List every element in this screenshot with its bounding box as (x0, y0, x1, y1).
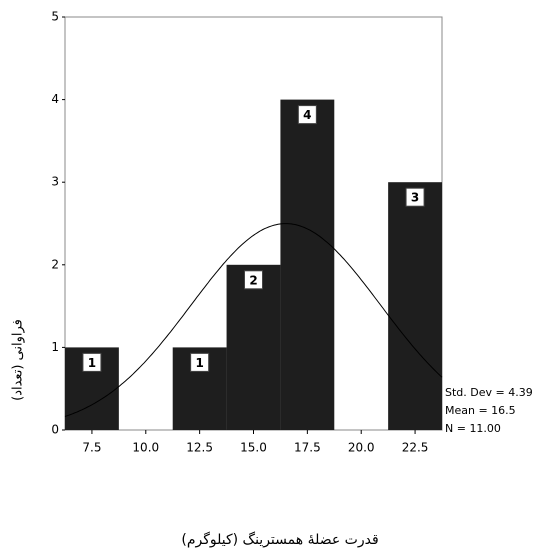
x-axis-title: قدرت عضلهٔ همسترینگ (کیلوگرم) (181, 531, 378, 548)
y-tick-label: 1 (51, 340, 59, 354)
value-label-box (82, 352, 102, 372)
y-tick-label: 3 (51, 175, 59, 189)
value-label-box (405, 187, 425, 207)
y-tick-label: 2 (51, 257, 59, 271)
stats-annotation: Std. Dev = 4.39 (445, 386, 533, 399)
x-tick-label: 7.5 (82, 441, 101, 455)
y-tick-label: 0 (51, 423, 59, 437)
value-label: 3 (411, 191, 419, 205)
y-axis-title: فراوانی (تعداد) (11, 319, 26, 401)
x-tick-label: 10.0 (132, 441, 159, 455)
x-tick-label: 17.5 (294, 441, 321, 455)
value-label: 1 (88, 356, 96, 370)
bar (280, 99, 335, 430)
value-label: 2 (249, 273, 257, 287)
value-label: 4 (303, 108, 311, 122)
x-tick-label: 12.5 (186, 441, 213, 455)
stats-annotation: Mean = 16.5 (445, 404, 516, 417)
y-tick-label: 4 (51, 92, 59, 106)
bar (388, 182, 442, 430)
x-tick-label: 22.5 (402, 441, 429, 455)
value-label-box (190, 352, 210, 372)
normal-curve (64, 223, 443, 417)
stats-annotation: N = 11.00 (445, 422, 501, 435)
value-label-box (297, 105, 317, 125)
x-tick-label: 15.0 (240, 441, 267, 455)
y-tick-label: 5 (51, 10, 59, 24)
x-tick-label: 20.0 (348, 441, 375, 455)
value-label: 1 (195, 356, 203, 370)
bar (226, 264, 281, 430)
value-label-box (244, 270, 263, 290)
